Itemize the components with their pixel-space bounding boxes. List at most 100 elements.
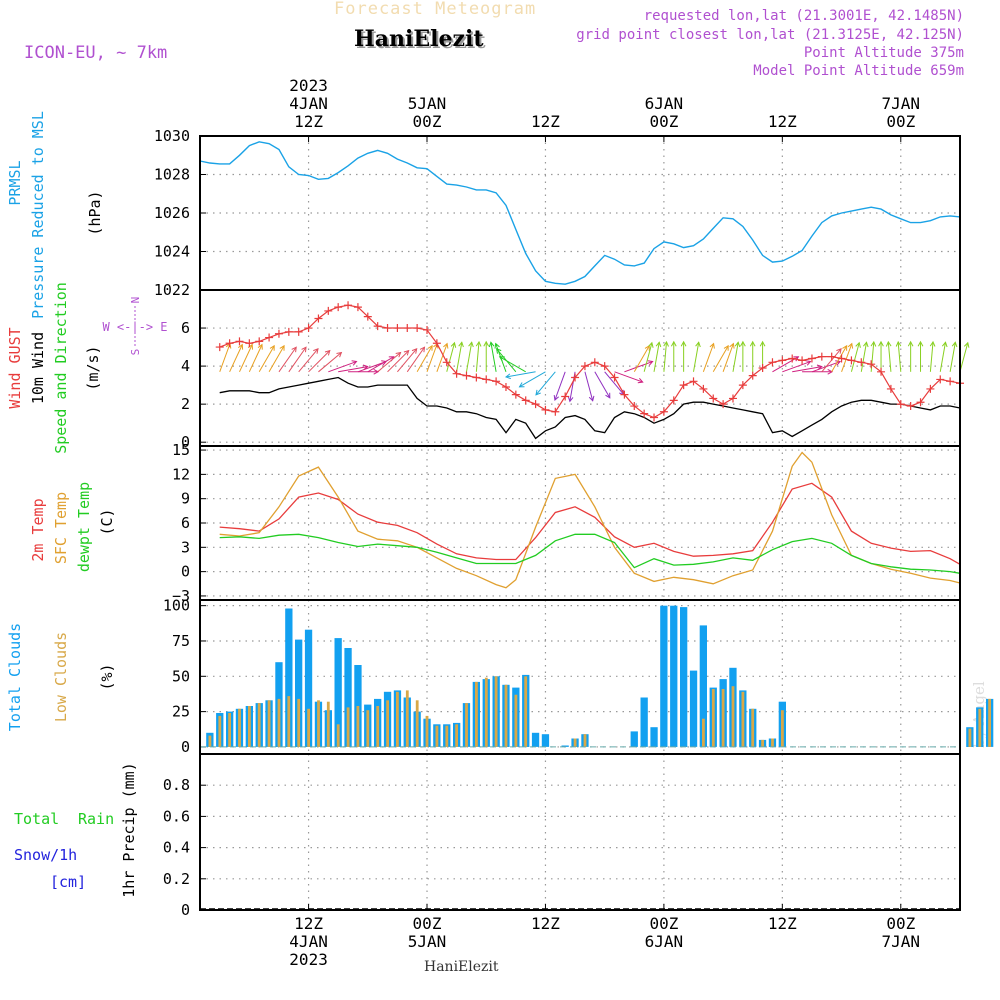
wind-barb-head xyxy=(403,349,410,356)
gust-marker xyxy=(324,306,333,315)
y-tick-label: 0 xyxy=(181,563,190,581)
y-tick-label: 1030 xyxy=(154,127,190,145)
wind-barb-head xyxy=(427,344,433,351)
wind-barb xyxy=(792,366,822,373)
total-cloud-bar xyxy=(650,727,658,747)
total-cloud-bar xyxy=(680,607,688,747)
wind-barb-head xyxy=(680,340,687,347)
y-tick-label: 75 xyxy=(172,632,190,650)
gust-marker xyxy=(541,405,550,414)
gust-marker xyxy=(561,392,570,401)
low-cloud-bar xyxy=(455,724,458,747)
low-cloud-bar xyxy=(702,718,705,747)
gust-marker xyxy=(472,373,481,382)
gust-marker xyxy=(807,354,816,363)
wind-barb-head xyxy=(257,343,263,350)
model-label: ICON-EU, ~ 7km xyxy=(24,43,168,63)
gust-marker xyxy=(432,339,441,348)
gust-marker xyxy=(926,384,935,393)
y-tick-label: 0 xyxy=(181,738,190,756)
low-cloud-bar xyxy=(386,700,389,747)
low-cloud-bar xyxy=(731,686,735,747)
wind-barb xyxy=(446,342,456,372)
time-label-bottom: 00Z xyxy=(649,914,678,933)
wind-barb-head xyxy=(351,360,358,366)
gust-marker xyxy=(462,371,471,380)
gust-marker xyxy=(837,354,846,363)
gust-marker xyxy=(916,398,925,407)
wind-barb xyxy=(663,341,668,372)
gust-marker xyxy=(689,377,698,386)
wind-barb-head xyxy=(895,340,902,347)
wind-barb-head xyxy=(605,392,611,399)
gust-marker xyxy=(551,407,560,416)
gust-marker xyxy=(857,358,866,367)
wind-barb-head xyxy=(929,340,936,347)
wind-barb xyxy=(219,343,231,372)
wind-barb xyxy=(653,342,660,372)
temp-unit: (C) xyxy=(98,508,116,535)
wind-barb xyxy=(712,345,729,373)
gust-marker xyxy=(610,373,619,382)
time-label-top: 00Z xyxy=(886,112,915,131)
low-cloud-bar xyxy=(317,700,320,747)
gust-marker xyxy=(235,337,244,346)
low-cloud-bar xyxy=(248,706,251,747)
wind-barb-head xyxy=(835,360,842,366)
gust-marker xyxy=(778,356,787,365)
low-cloud-bar xyxy=(445,725,449,747)
wind-barb xyxy=(929,341,934,372)
total-cloud-bar xyxy=(689,670,698,747)
wind-barb xyxy=(505,371,536,378)
panel-frame-precip xyxy=(199,753,961,911)
wind-barb-head xyxy=(855,341,861,348)
wind-barb xyxy=(426,343,438,372)
low-cloud-bar xyxy=(978,708,982,747)
time-label-bottom: 7JAN xyxy=(882,932,921,951)
time-label-top: 4JAN xyxy=(289,94,328,113)
gust-marker xyxy=(452,369,461,378)
wind-barb xyxy=(456,342,463,372)
wind-barb xyxy=(318,352,342,373)
low-cloud-bar xyxy=(583,734,587,747)
total-cloud-bar xyxy=(354,665,362,747)
total-cloud-bar xyxy=(334,638,342,747)
time-label-top: 00Z xyxy=(649,112,678,131)
station-name: HaniElezit xyxy=(354,26,484,52)
wind-barb-head xyxy=(647,360,654,366)
gust-marker xyxy=(304,324,313,333)
gust-marker xyxy=(482,375,491,384)
wind-barb-head xyxy=(395,351,402,358)
wind-barb-head xyxy=(458,341,464,348)
wind-barb-head xyxy=(504,373,511,380)
gust-marker xyxy=(867,360,876,369)
wind-barb-head xyxy=(670,340,677,347)
gust-marker xyxy=(225,339,234,348)
time-label-top: 12Z xyxy=(768,112,797,131)
time-label-top: 5JAN xyxy=(408,94,447,113)
cloud-label-total: Total Clouds xyxy=(6,623,24,731)
wind-barb-head xyxy=(495,348,502,354)
wind-barb xyxy=(229,344,243,373)
y-tick-label: 6 xyxy=(181,319,190,337)
low-cloud-bar xyxy=(307,708,310,747)
low-cloud-bar xyxy=(751,708,755,747)
y-tick-label: 1022 xyxy=(154,281,190,299)
time-label-bottom: 12Z xyxy=(768,914,797,933)
gust-marker xyxy=(403,324,412,333)
wind-barb xyxy=(604,371,625,396)
low-cloud-bar xyxy=(475,681,478,747)
gust-marker xyxy=(827,352,836,361)
wind-barb-head xyxy=(740,340,746,347)
gust-marker xyxy=(442,358,451,367)
gust-marker xyxy=(423,325,432,334)
wind-barb xyxy=(693,342,700,372)
time-label-bottom: 00Z xyxy=(886,914,915,933)
wind-barb xyxy=(278,346,297,373)
total-cloud-bar xyxy=(660,605,668,747)
gust-marker xyxy=(936,375,945,384)
time-label-top: 2023 xyxy=(289,76,328,95)
wind-barb-head xyxy=(648,341,654,348)
y-tick-label: −3 xyxy=(172,587,190,605)
wind-barb xyxy=(288,346,307,373)
